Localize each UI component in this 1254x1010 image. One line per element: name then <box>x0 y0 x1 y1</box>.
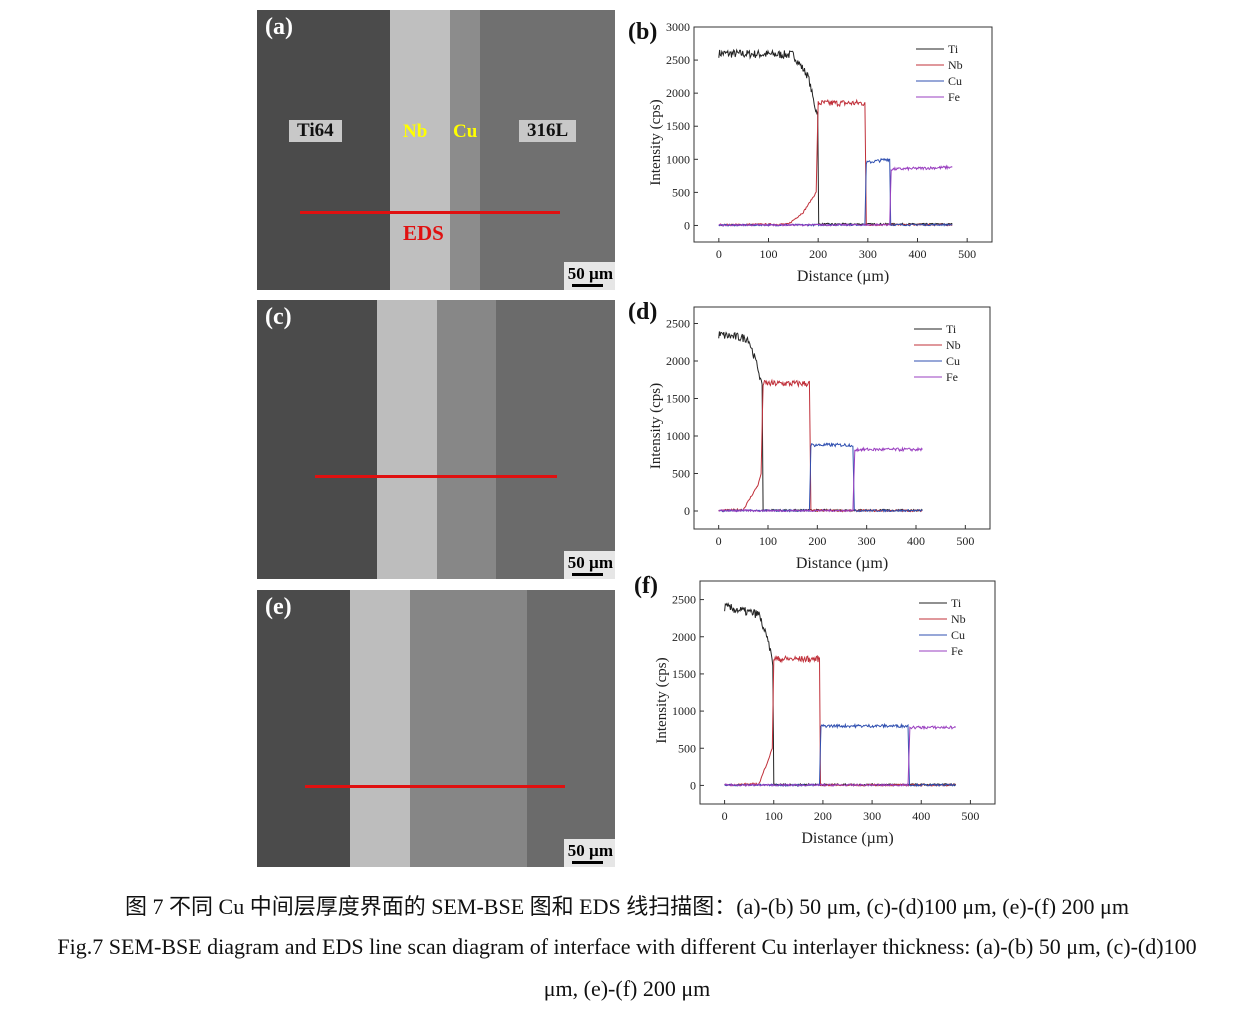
eds-scan-line <box>315 475 557 478</box>
legend-entry: Nb <box>948 58 963 72</box>
y-tick-label: 3000 <box>666 20 690 34</box>
y-tick-label: 2500 <box>666 53 690 67</box>
y-axis-label: Intensity (cps) <box>654 657 670 743</box>
y-tick-label: 1000 <box>672 704 696 718</box>
x-tick-label: 0 <box>716 247 722 261</box>
sem-image-c: (c) 50 µm <box>257 300 615 579</box>
y-tick-label: 1000 <box>666 429 690 443</box>
legend-entry: Fe <box>948 90 960 104</box>
panel-label: (e) <box>265 594 292 620</box>
plot-frame <box>693 306 991 530</box>
y-tick-label: 2000 <box>666 86 690 100</box>
legend-entry: Cu <box>951 628 965 642</box>
legend-entry: Fe <box>946 370 958 384</box>
x-tick-label: 500 <box>956 534 974 548</box>
series-line-ti <box>718 331 923 513</box>
x-tick-label: 300 <box>859 247 877 261</box>
y-axis-label: Intensity (cps) <box>648 383 664 469</box>
legend-entry: Fe <box>951 644 963 658</box>
caption-english-line2: μm, (e)-(f) 200 μm <box>543 976 711 1001</box>
series-line-fe <box>718 446 923 513</box>
plot-frame <box>693 26 993 243</box>
x-tick-label: 200 <box>809 247 827 261</box>
series-line-ti <box>718 48 953 226</box>
scale-bar: 50 µm <box>563 262 615 290</box>
eds-line-scan-charts: 0 100 200 300 400 500050010001500200025003000… <box>628 19 996 847</box>
x-tick-label: 0 <box>716 534 722 548</box>
y-axis-label: Intensity (cps) <box>648 99 664 185</box>
x-tick-label: 200 <box>814 809 832 823</box>
series-line-cu <box>724 722 956 788</box>
x-tick-label: 200 <box>808 534 826 548</box>
y-tick-label: 500 <box>678 741 696 755</box>
series-line-nb <box>718 378 923 513</box>
x-tick-label: 500 <box>961 809 979 823</box>
series-line-cu <box>718 442 923 513</box>
x-tick-label: 100 <box>759 534 777 548</box>
y-tick-label: 0 <box>684 218 690 232</box>
chart-d: 0 100 200 300 400 500 0 500 1000 1500 2000 2500 Dist… <box>628 299 991 572</box>
caption-chinese: 图 7 不同 Cu 中间层厚度界面的 SEM-BSE 图和 EDS 线扫描图：(… <box>125 894 1129 919</box>
eds-scan-line <box>305 785 565 788</box>
caption-english-line1: Fig.7 SEM-BSE diagram and EDS line scan … <box>57 934 1197 959</box>
series-line-nb <box>724 654 956 787</box>
legend-entry: Nb <box>946 338 961 352</box>
x-tick-label: 400 <box>912 809 930 823</box>
x-tick-label: 100 <box>760 247 778 261</box>
cu-label: Cu <box>453 121 478 142</box>
legend-entry: Nb <box>951 612 966 626</box>
panel-label: (b) <box>628 19 657 45</box>
chart-f: 0 100 200 300 400 500 0 500 1000 1500 2000 2500 Dist… <box>634 573 996 847</box>
eds-label: EDS <box>403 221 444 245</box>
y-tick-label: 2000 <box>672 630 696 644</box>
sem-image-a: (a) Ti64 Nb Cu 316L EDS 50 µm <box>257 10 615 290</box>
nb-label: Nb <box>403 121 428 142</box>
x-tick-label: 300 <box>863 809 881 823</box>
legend-entry: Cu <box>946 354 960 368</box>
series-line-ti <box>724 602 957 787</box>
y-tick-label: 1500 <box>672 667 696 681</box>
x-tick-label: 100 <box>765 809 783 823</box>
y-tick-label: 2000 <box>666 354 690 368</box>
y-tick-label: 1000 <box>666 152 690 166</box>
series-line-fe <box>718 164 953 227</box>
panel-label: (a) <box>265 14 293 40</box>
panel-label: (c) <box>265 304 292 330</box>
y-tick-label: 2500 <box>672 593 696 607</box>
y-tick-label: 2500 <box>666 317 690 331</box>
316l-label: 316L <box>519 120 577 142</box>
legend-entry: Cu <box>948 74 962 88</box>
y-tick-label: 0 <box>690 778 696 792</box>
plot-frame <box>699 580 996 805</box>
x-tick-label: 500 <box>958 247 976 261</box>
x-tick-label: 400 <box>907 534 925 548</box>
x-tick-label: 300 <box>858 534 876 548</box>
panel-label: (d) <box>628 299 657 325</box>
y-tick-label: 500 <box>672 467 690 481</box>
scale-bar: 50 µm <box>563 551 615 579</box>
legend-entry: Ti <box>946 322 957 336</box>
x-tick-label: 0 <box>722 809 728 823</box>
legend-entry: Ti <box>948 42 959 56</box>
y-tick-label: 1500 <box>666 392 690 406</box>
y-tick-label: 0 <box>684 504 690 518</box>
chart-b: 0 100 200 300 400 500 0 500 1000 1500 2000 2500 3000… <box>628 19 993 285</box>
legend-entry: Ti <box>951 596 962 610</box>
x-axis-label: Distance (µm) <box>801 830 893 847</box>
panel-label: (f) <box>634 573 658 599</box>
ti64-label: Ti64 <box>289 120 342 142</box>
eds-scan-line <box>300 211 560 214</box>
series-line-nb <box>718 98 953 227</box>
series-line-fe <box>724 725 957 788</box>
x-axis-label: Distance (µm) <box>796 555 888 572</box>
y-tick-label: 500 <box>672 185 690 199</box>
sem-image-e: (e) 50 µm <box>257 590 615 867</box>
scale-bar: 50 µm <box>563 839 615 867</box>
x-axis-label: Distance (µm) <box>797 268 889 285</box>
y-tick-label: 1500 <box>666 119 690 133</box>
x-tick-label: 400 <box>909 247 927 261</box>
